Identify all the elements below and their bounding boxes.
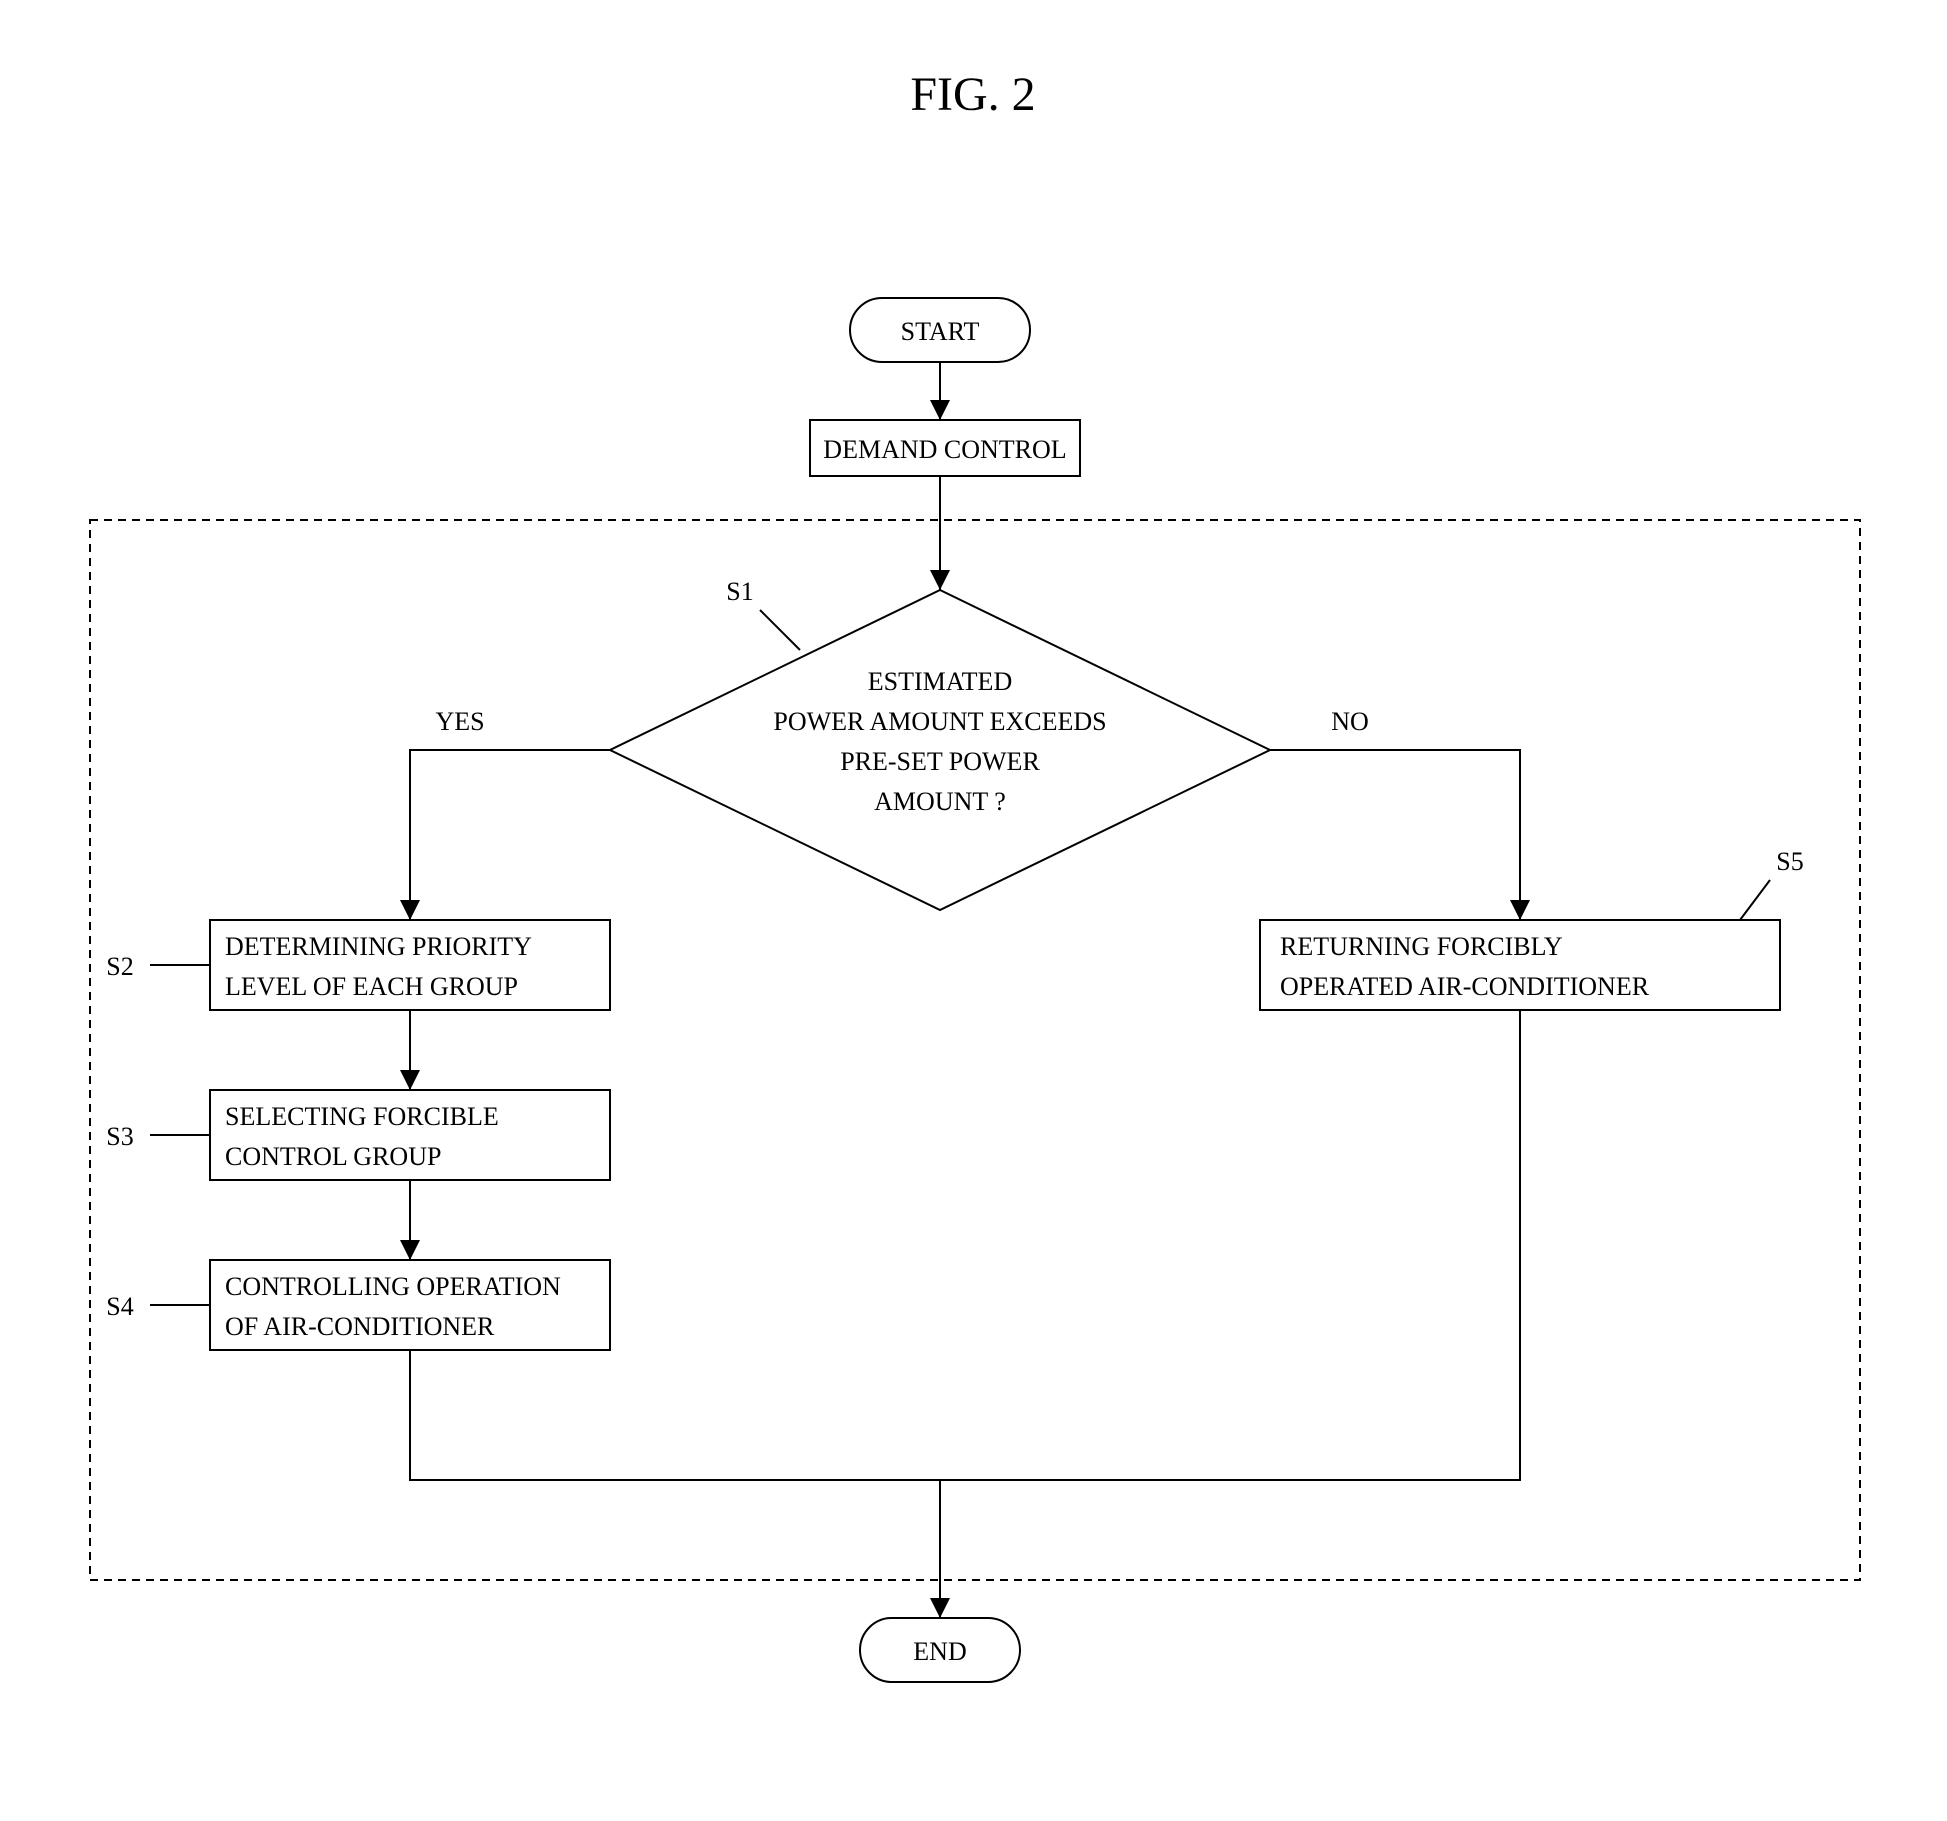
- s1-label: S1: [726, 577, 753, 606]
- decision-line3: PRE-SET POWER: [840, 747, 1040, 776]
- arrow-s5-merge: [940, 1010, 1520, 1480]
- arrow-yes: [410, 750, 610, 920]
- s2-line1: DETERMINING PRIORITY: [225, 932, 532, 961]
- flowchart-svg: FIG. 2 START DEMAND CONTROL ESTIMATED PO…: [0, 0, 1947, 1821]
- decision-line4: AMOUNT ?: [874, 787, 1006, 816]
- s4-line1: CONTROLLING OPERATION: [225, 1272, 561, 1301]
- s5-step-label: S5: [1776, 847, 1803, 876]
- s5-line2: OPERATED AIR-CONDITIONER: [1280, 972, 1650, 1001]
- demand-control-label: DEMAND CONTROL: [823, 435, 1066, 464]
- decision-line2: POWER AMOUNT EXCEEDS: [773, 707, 1106, 736]
- start-label: START: [901, 317, 980, 346]
- s2-step-label: S2: [106, 952, 133, 981]
- arrow-no: [1270, 750, 1520, 920]
- s4-line2: OF AIR-CONDITIONER: [225, 1312, 495, 1341]
- arrow-s4-merge: [410, 1350, 940, 1480]
- s2-line2: LEVEL OF EACH GROUP: [225, 972, 518, 1001]
- s3-line2: CONTROL GROUP: [225, 1142, 441, 1171]
- yes-label: YES: [435, 707, 484, 736]
- s1-leader: [760, 610, 800, 650]
- s3-step-label: S3: [106, 1122, 133, 1151]
- s5-leader: [1740, 880, 1770, 920]
- no-label: NO: [1331, 707, 1369, 736]
- end-label: END: [913, 1637, 966, 1666]
- s5-line1: RETURNING FORCIBLY: [1280, 932, 1563, 961]
- figure-title: FIG. 2: [910, 68, 1035, 121]
- decision-line1: ESTIMATED: [868, 667, 1012, 696]
- s3-line1: SELECTING FORCIBLE: [225, 1102, 499, 1131]
- s4-step-label: S4: [106, 1292, 133, 1321]
